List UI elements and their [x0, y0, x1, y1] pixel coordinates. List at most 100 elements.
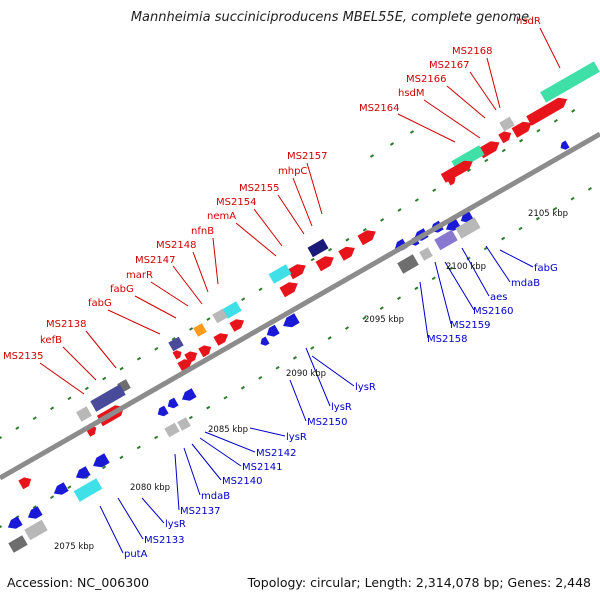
- tick-mark: [189, 327, 194, 331]
- gene-feature: [90, 384, 126, 412]
- gene-label-MS2142: MS2142: [256, 448, 296, 459]
- gene-feature: [357, 230, 376, 246]
- tick-mark: [154, 346, 159, 351]
- tick-mark: [397, 296, 402, 301]
- gene-label-MS2158: MS2158: [427, 334, 467, 345]
- gene-label-MS2147: MS2147: [135, 255, 175, 266]
- tick-mark: [553, 118, 558, 123]
- gene-feature: [157, 405, 169, 417]
- leader-line: [277, 194, 305, 235]
- tick-mark: [466, 168, 472, 173]
- leader-line: [204, 431, 256, 453]
- scale-label: 2080 kbp: [130, 483, 170, 493]
- tick-mark: [466, 256, 471, 261]
- scale-label: 2105 kbp: [528, 209, 568, 219]
- tick-mark: [535, 216, 540, 221]
- gene-label-lysR: lysR: [286, 432, 307, 443]
- gene-feature: [283, 313, 300, 328]
- scale-label: 2100 kbp: [446, 262, 486, 272]
- gene-label-MS2154: MS2154: [216, 197, 256, 208]
- tick-mark: [414, 198, 419, 202]
- gene-label-aes: aes: [490, 292, 508, 303]
- tick-mark: [292, 356, 298, 360]
- gene-feature: [167, 397, 179, 409]
- gene-feature: [455, 217, 481, 239]
- gene-feature: [526, 97, 568, 126]
- genome-summary-text: Topology: circular; Length: 2,314,078 bp…: [247, 575, 591, 590]
- tick-mark: [431, 276, 436, 281]
- gene-label-MS2138: MS2138: [46, 319, 86, 330]
- tick-mark: [84, 475, 89, 480]
- gene-feature: [212, 308, 228, 324]
- gene-label-putA: putA: [124, 549, 148, 560]
- leader-line: [249, 427, 286, 437]
- gene-feature: [446, 176, 456, 186]
- gene-feature: [177, 417, 191, 431]
- leader-line: [174, 453, 180, 511]
- tick-mark: [67, 396, 72, 401]
- tick-mark: [310, 346, 315, 350]
- tick-mark: [171, 337, 176, 341]
- gene-feature: [24, 519, 48, 541]
- tick-mark: [362, 227, 367, 232]
- leader-line: [117, 497, 144, 540]
- tick-mark: [345, 237, 350, 242]
- gene-feature: [76, 406, 92, 422]
- tick-mark: [15, 426, 20, 430]
- tick-mark: [223, 395, 228, 400]
- tick-mark: [240, 385, 245, 390]
- leader-line: [253, 208, 283, 247]
- tick-mark: [119, 366, 124, 371]
- tick-mark: [501, 148, 506, 153]
- tick-mark: [536, 128, 541, 133]
- leader-line: [191, 443, 222, 481]
- gene-feature: [338, 246, 355, 261]
- gene-feature: [181, 388, 197, 401]
- leader-line: [172, 265, 203, 305]
- leader-line: [485, 245, 511, 283]
- leader-line: [461, 247, 490, 297]
- gene-feature: [434, 229, 458, 251]
- gene-label-MS2135: MS2135: [3, 351, 43, 362]
- gene-feature: [260, 336, 270, 346]
- leader-line: [311, 355, 355, 387]
- gene-feature: [499, 116, 515, 132]
- leader-line: [434, 261, 452, 325]
- tick-mark: [519, 138, 524, 143]
- tick-mark: [397, 208, 402, 212]
- scale-label: 2075 kbp: [54, 542, 94, 552]
- tick-mark: [258, 287, 263, 292]
- gene-feature: [184, 351, 198, 364]
- tick-mark: [0, 525, 3, 529]
- scale-label: 2085 kbp: [208, 425, 248, 435]
- gene-feature: [213, 333, 229, 346]
- gene-feature: [287, 264, 306, 280]
- leader-line: [306, 162, 323, 215]
- gene-features: [7, 61, 600, 553]
- leader-line: [499, 249, 534, 268]
- accession-text: Accession: NC_006300: [7, 575, 149, 590]
- gene-feature: [560, 140, 570, 150]
- leader-line: [99, 505, 124, 554]
- gene-label-MS2140: MS2140: [222, 476, 262, 487]
- gene-feature: [222, 301, 242, 319]
- gene-feature: [511, 121, 532, 138]
- gene-label-lysR: lysR: [165, 519, 186, 530]
- gene-feature: [540, 61, 600, 103]
- gene-label-mdaB: mdaB: [201, 491, 230, 502]
- gene-feature: [419, 247, 433, 261]
- leader-line: [446, 85, 486, 119]
- gene-feature: [172, 350, 182, 360]
- leader-line: [199, 437, 242, 467]
- tick-mark: [587, 186, 592, 191]
- gene-feature: [279, 282, 298, 298]
- leader-line: [423, 99, 481, 139]
- tick-mark: [102, 376, 107, 381]
- map-title: Mannheimia succiniciproducens MBEL55E, c…: [131, 10, 529, 25]
- leader-line: [305, 347, 331, 407]
- gene-label-MS2150: MS2150: [307, 417, 347, 428]
- gene-feature: [315, 256, 334, 272]
- tick-mark: [67, 485, 72, 490]
- leader-line: [192, 251, 209, 293]
